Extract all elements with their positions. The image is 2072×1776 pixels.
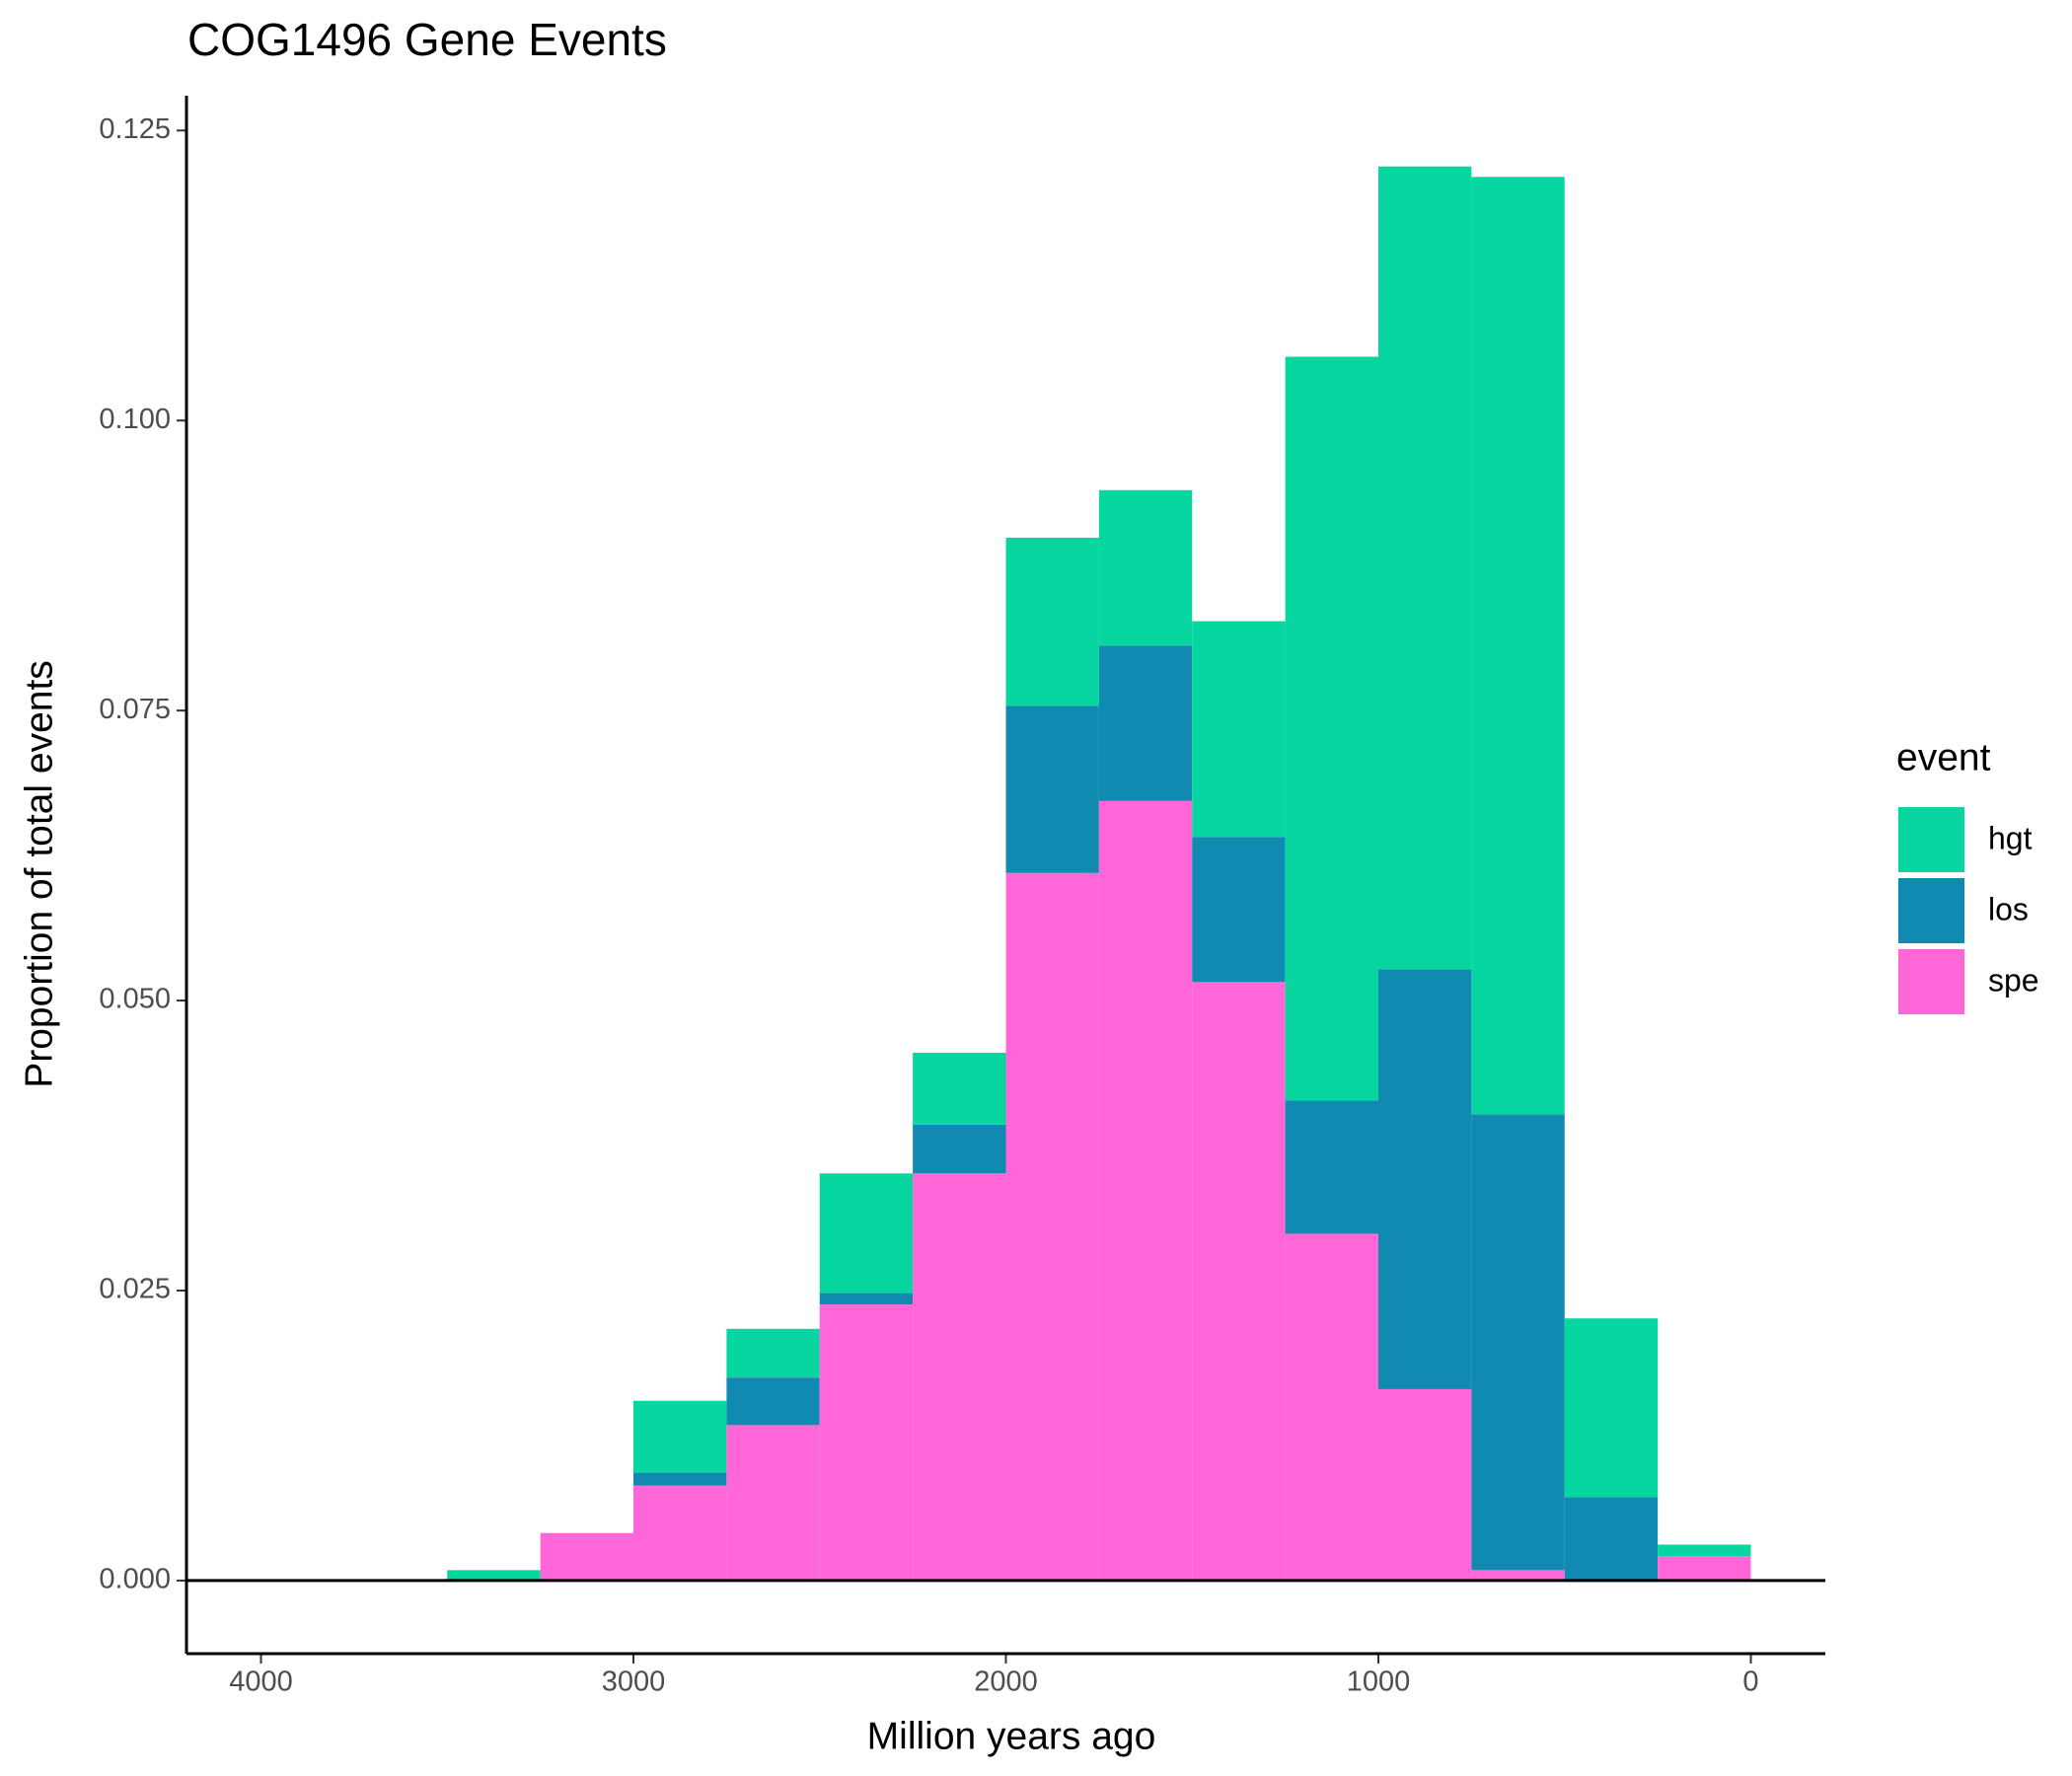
bar-segment [1285,1100,1378,1234]
bar-segment [1285,356,1378,1101]
x-tick-label: 3000 [602,1666,666,1698]
x-tick-label: 2000 [974,1666,1038,1698]
y-tick-label: 0.075 [99,694,171,725]
y-axis-title: Proportion of total events [18,660,60,1088]
bar-segment [1564,1318,1659,1498]
y-tick-label: 0.000 [99,1564,171,1595]
bar-segment [913,1124,1006,1174]
bar-segment [1471,1114,1565,1571]
bar-segment [1658,1544,1751,1557]
bar-segment [1192,621,1286,838]
chart-title: COG1496 Gene Events [187,14,667,65]
bar-segment [1564,1497,1659,1581]
legend-key [1898,807,1964,872]
bar-segment [726,1377,820,1426]
bar-segment [913,1173,1006,1581]
bar-segment [726,1328,820,1378]
y-tick-label: 0.025 [99,1274,171,1305]
bar-segment [1471,1570,1565,1581]
bar-segment [540,1532,633,1581]
bar-segment [1005,872,1099,1581]
bar-segment [1285,1233,1378,1581]
bar-segment [819,1293,914,1305]
bar-segment [726,1425,820,1581]
y-tick-label: 0.125 [99,113,171,145]
bar-segment [1378,166,1472,970]
bar-segment [633,1400,727,1473]
bar-segment [633,1472,727,1486]
bar-segment [1378,969,1472,1389]
bar-segment [1098,645,1193,801]
legend-title: event [1896,736,1991,778]
bar-segment [1658,1556,1751,1581]
bar-segment [819,1173,914,1294]
bar-segment [447,1570,541,1581]
bar-segment [1005,537,1099,706]
bar-segment [1098,489,1193,646]
bar-segment [1192,982,1286,1581]
legend-key [1898,878,1964,943]
x-tick-label: 4000 [229,1666,293,1698]
bar-segment [1192,837,1286,983]
x-axis-title: Million years ago [867,1715,1156,1757]
y-tick-label: 0.100 [99,404,171,435]
legend-key [1898,949,1964,1014]
legend-label: hgt [1988,820,2033,855]
legend-label: spe [1988,962,2039,998]
bar-segment [1098,800,1193,1581]
bar-segment [913,1052,1006,1125]
x-tick-label: 1000 [1347,1666,1411,1698]
bar-segment [819,1304,914,1581]
bar-segment [1378,1388,1472,1581]
legend-label: los [1988,891,2029,926]
bar-segment [633,1485,727,1581]
x-tick-label: 0 [1742,1666,1758,1698]
bar-segment [1005,705,1099,873]
y-tick-label: 0.050 [99,984,171,1015]
bar-segment [1471,177,1565,1115]
